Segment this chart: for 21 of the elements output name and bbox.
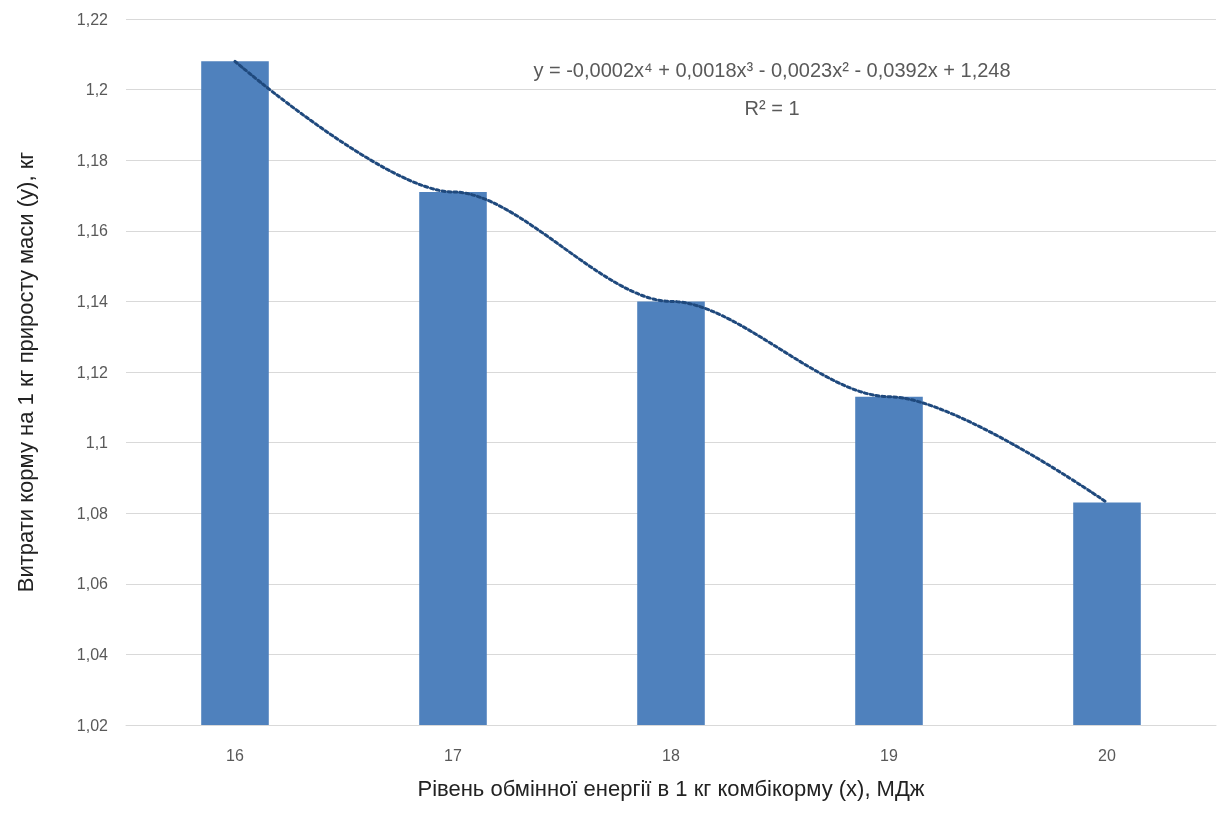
annotation: R² = 1	[744, 97, 800, 119]
x-tick-label: 17	[444, 746, 462, 764]
x-tick-label: 18	[662, 746, 680, 764]
annotation: y = -0,0002x⁴ + 0,0018x³ - 0,0023x² - 0,0392x + 1,248	[533, 59, 1011, 81]
y-axis-title: Витрати корму на 1 кг приросту маси (y), кг	[12, 151, 38, 593]
x-axis-title: Рівень обмінної енергії в 1 кг комбікорму (x), МДж	[417, 775, 925, 801]
x-tick-label: 20	[1098, 746, 1116, 764]
y-tick-label: 1,06	[76, 575, 109, 593]
y-tick-label: 1,18	[76, 151, 109, 169]
y-tick-label: 1,04	[76, 645, 109, 663]
x-tick-label: 16	[226, 746, 244, 764]
x-tick-label: 19	[880, 746, 898, 764]
y-tick-label: 1,22	[76, 10, 109, 28]
y-tick-label: 1,14	[76, 292, 109, 310]
y-tick-label: 1,16	[76, 222, 109, 240]
line-series	[233, 59, 1109, 505]
y-tick-label: 1,1	[85, 434, 109, 452]
y-tick-label: 1,2	[85, 81, 109, 99]
y-tick-label: 1,12	[76, 363, 109, 381]
y-tick-label: 1,08	[76, 504, 109, 522]
y-tick-label: 1,02	[76, 716, 109, 734]
